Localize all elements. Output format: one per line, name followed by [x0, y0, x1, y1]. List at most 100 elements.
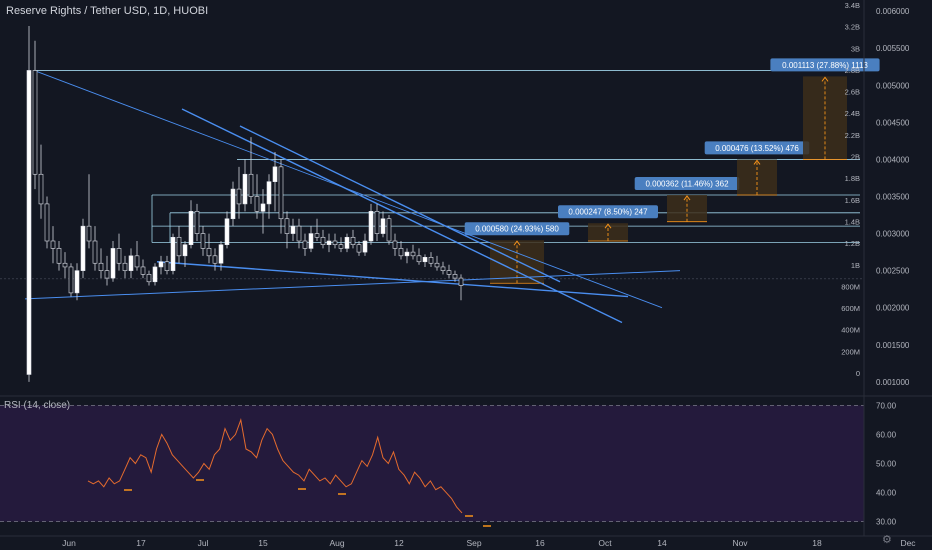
- volume-tick-label: 1.4B: [845, 217, 860, 226]
- volume-tick-label: 2B: [851, 153, 860, 162]
- candle-body: [374, 211, 380, 234]
- gear-icon[interactable]: ⚙: [882, 534, 892, 546]
- candle-body: [446, 270, 452, 275]
- candle-body: [26, 70, 32, 375]
- volume-tick-label: 1.8B: [845, 174, 860, 183]
- candle-body: [332, 240, 338, 245]
- x-tick-label: 14: [657, 538, 667, 548]
- price-tick-label: 0.001500: [876, 341, 910, 350]
- candle-body: [128, 255, 134, 271]
- rsi-tick-label: 40.00: [876, 489, 897, 498]
- target-label-bg: [704, 141, 810, 155]
- target-label-bg: [770, 58, 880, 72]
- rsi-title: RSI (14, close): [4, 400, 71, 411]
- volume-tick-label: 600M: [841, 304, 860, 313]
- candle-body: [428, 257, 434, 264]
- candle-body: [290, 225, 296, 234]
- candle-body: [368, 211, 374, 242]
- x-tick-label: 15: [258, 538, 268, 548]
- volume-tick-label: 0: [856, 369, 860, 378]
- candle-body: [344, 236, 350, 249]
- candle-body: [188, 211, 194, 245]
- candle-body: [98, 262, 104, 271]
- x-tick-label: Jun: [62, 538, 76, 548]
- target-label-bg: [558, 205, 658, 219]
- candle-body: [278, 166, 284, 220]
- target-label: 0.000580 (24.93%) 580: [475, 225, 559, 234]
- candle-body: [386, 218, 392, 242]
- target-label: 0.000362 (11.46%) 362: [645, 180, 729, 189]
- candle-body: [116, 248, 122, 264]
- candle-body: [380, 218, 386, 234]
- candle-body: [56, 248, 62, 264]
- candle-body: [458, 277, 464, 286]
- volume-tick-label: 3.2B: [845, 23, 860, 32]
- candle-body: [296, 225, 302, 242]
- target-arrowhead: [821, 76, 829, 82]
- candle-body: [176, 236, 182, 257]
- candle-body: [122, 262, 128, 271]
- candle-body: [224, 218, 230, 245]
- candle-body: [242, 173, 248, 205]
- candle-body: [362, 240, 368, 253]
- candle-body: [326, 240, 332, 245]
- candle-body: [92, 240, 98, 264]
- candle-body: [416, 255, 422, 263]
- candle-body: [212, 255, 218, 264]
- target-boxes: 0.000580 (24.93%) 580 0.000247 (8.50%) 24…: [464, 58, 880, 284]
- trend-line: [156, 261, 629, 298]
- candle-body: [314, 233, 320, 238]
- candle-body: [32, 70, 38, 175]
- price-tick-label: 0.003500: [876, 193, 910, 202]
- candle-body: [140, 266, 146, 275]
- candle-body: [50, 240, 56, 249]
- target-arrowhead: [683, 195, 691, 201]
- rsi-pane: [0, 404, 864, 527]
- volume-tick-label: 3.4B: [845, 1, 860, 10]
- volume-tick-label: 2.2B: [845, 131, 860, 140]
- x-tick-label: 12: [394, 538, 404, 548]
- target-arrowhead: [513, 240, 521, 246]
- candle-body: [236, 188, 242, 205]
- candle-body: [44, 203, 50, 242]
- candle-body: [404, 251, 410, 257]
- price-tick-label: 0.005500: [876, 44, 910, 53]
- candle-body: [68, 266, 74, 294]
- candle-body: [308, 233, 314, 249]
- candle-body: [206, 248, 212, 257]
- candle-body: [170, 236, 176, 271]
- volume-tick-label: 3B: [851, 44, 860, 53]
- target-label: 0.001113 (27.88%) 1113: [782, 61, 868, 70]
- volume-tick-label: 800M: [841, 282, 860, 291]
- rsi-tick-label: 50.00: [876, 460, 897, 469]
- candle-body: [158, 261, 164, 268]
- candle-body: [74, 270, 80, 294]
- price-tick-label: 0.004000: [876, 155, 910, 164]
- candle-body: [38, 173, 44, 205]
- candle-body: [440, 266, 446, 271]
- rsi-tick-label: 70.00: [876, 401, 897, 410]
- x-tick-label: Nov: [732, 538, 748, 548]
- x-tick-label: Jul: [198, 538, 209, 548]
- candle-body: [452, 274, 458, 279]
- target-label-bg: [464, 222, 570, 236]
- rsi-line: [87, 417, 463, 514]
- candle-body: [62, 262, 68, 268]
- rsi-tick-label: 60.00: [876, 430, 897, 439]
- x-tick-label: Dec: [900, 538, 916, 548]
- trend-lines: [24, 70, 681, 324]
- candle-body: [248, 173, 254, 197]
- candle-body: [320, 236, 326, 245]
- volume-tick-label: 2.8B: [845, 66, 860, 75]
- rsi-background: [0, 405, 864, 522]
- candle-body: [422, 257, 428, 263]
- x-tick-label: 18: [812, 538, 822, 548]
- volume-tick-label: 2.6B: [845, 88, 860, 97]
- candle-body: [146, 274, 152, 283]
- target-box: [588, 223, 628, 241]
- candle-body: [194, 211, 200, 234]
- candle-body: [104, 270, 110, 279]
- trend-line: [181, 108, 623, 324]
